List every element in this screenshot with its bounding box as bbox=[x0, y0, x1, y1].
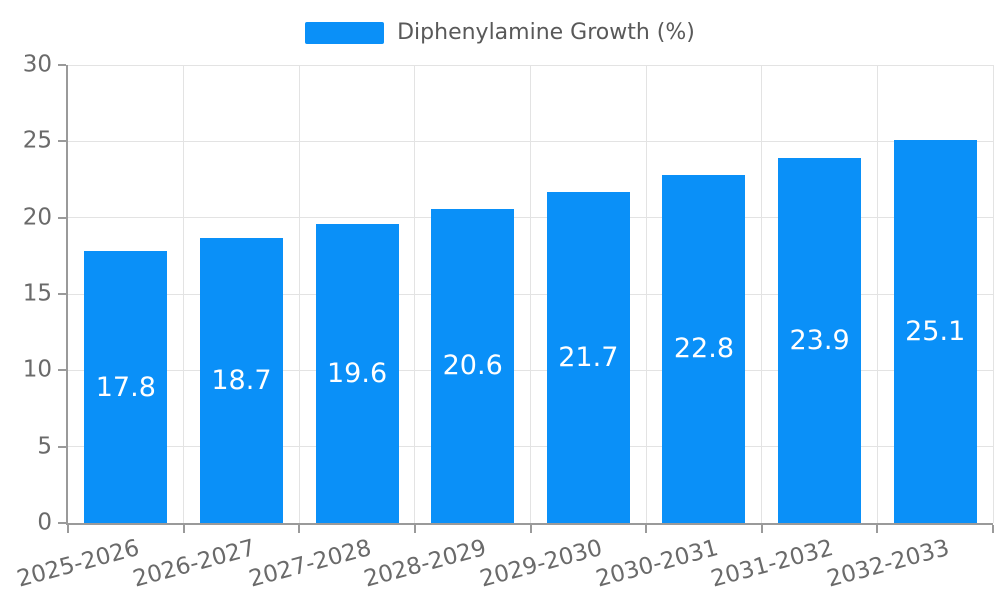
y-tick-label: 15 bbox=[22, 280, 52, 307]
legend[interactable]: Diphenylamine Growth (%) bbox=[0, 21, 1000, 45]
bar-value-label: 20.6 bbox=[442, 350, 503, 382]
x-axis-tick bbox=[67, 525, 69, 533]
x-tick-label: 2025-2026 bbox=[14, 535, 143, 593]
bar-value-label: 19.6 bbox=[327, 357, 388, 389]
bar-value-label: 18.7 bbox=[211, 364, 272, 396]
y-axis-tick bbox=[58, 445, 66, 448]
bar[interactable]: 21.7 bbox=[546, 191, 630, 523]
y-axis-tick bbox=[58, 369, 66, 372]
v-gridline bbox=[761, 65, 763, 523]
x-axis-tick bbox=[645, 525, 648, 533]
y-axis-tick bbox=[58, 216, 66, 219]
bar[interactable]: 22.8 bbox=[662, 174, 746, 523]
y-tick-label: 10 bbox=[22, 356, 52, 383]
y-tick-label: 20 bbox=[22, 204, 52, 231]
x-axis-tick bbox=[298, 525, 301, 533]
x-axis-tick bbox=[529, 525, 532, 533]
v-gridline bbox=[414, 65, 416, 523]
x-tick-label: 2032-2033 bbox=[824, 535, 952, 593]
x-axis-tick bbox=[413, 525, 416, 533]
plot-area: 0 5 10 15 20 25 30 17.8 2025-2026 18.7 2026-2027 19… bbox=[15, 51, 994, 593]
y-axis-tick bbox=[58, 522, 66, 524]
x-axis-tick bbox=[760, 525, 763, 533]
x-tick-label: 2031-2032 bbox=[708, 535, 837, 593]
bar-value-label: 23.9 bbox=[789, 325, 850, 357]
y-tick-label: 30 bbox=[22, 51, 52, 78]
v-gridline bbox=[298, 65, 300, 523]
y-axis-tick bbox=[58, 140, 66, 143]
bar[interactable]: 19.6 bbox=[315, 223, 399, 523]
x-axis-tick bbox=[876, 525, 879, 533]
y-tick-label: 5 bbox=[37, 433, 52, 460]
x-tick-label: 2027-2028 bbox=[245, 535, 374, 593]
x-tick-label: 2030-2031 bbox=[592, 535, 721, 593]
x-axis-line bbox=[66, 523, 993, 525]
y-tick-label: 25 bbox=[22, 127, 52, 154]
legend-swatch bbox=[305, 22, 385, 44]
y-tick-label: 0 bbox=[37, 509, 52, 536]
x-tick-label: 2029-2030 bbox=[477, 535, 606, 593]
v-gridline bbox=[183, 65, 185, 523]
bar[interactable]: 20.6 bbox=[431, 208, 515, 523]
y-axis-tick bbox=[58, 293, 66, 295]
x-tick-label: 2028-2029 bbox=[361, 535, 490, 593]
v-gridline bbox=[645, 65, 647, 523]
bar[interactable]: 18.7 bbox=[199, 237, 283, 523]
bar-value-label: 21.7 bbox=[558, 341, 619, 373]
bar[interactable]: 23.9 bbox=[778, 158, 862, 523]
v-gridline bbox=[992, 65, 994, 523]
bar-value-label: 17.8 bbox=[95, 371, 156, 403]
bar[interactable]: 17.8 bbox=[84, 251, 168, 523]
bar[interactable]: 25.1 bbox=[893, 139, 977, 523]
v-gridline bbox=[876, 65, 878, 523]
bar-value-label: 22.8 bbox=[673, 333, 734, 365]
y-axis-line bbox=[66, 65, 68, 525]
x-axis-tick bbox=[992, 525, 994, 533]
v-gridline bbox=[530, 65, 531, 523]
legend-label: Diphenylamine Growth (%) bbox=[397, 20, 695, 45]
x-axis-tick bbox=[182, 525, 185, 533]
x-tick-label: 2026-2027 bbox=[130, 535, 259, 593]
y-axis-tick bbox=[58, 64, 66, 66]
bar-value-label: 25.1 bbox=[905, 315, 966, 347]
